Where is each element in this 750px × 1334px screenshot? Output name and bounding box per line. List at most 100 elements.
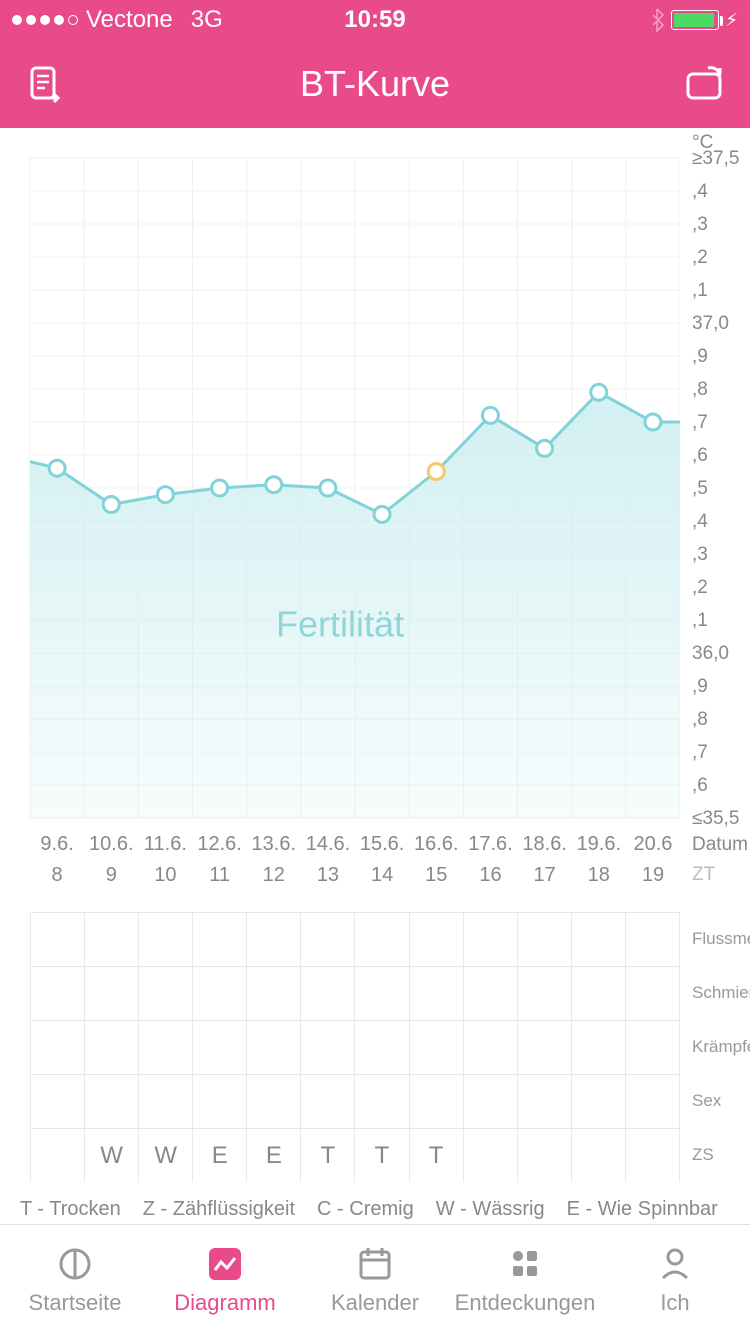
symptom-cell[interactable] — [355, 967, 409, 1020]
symptom-cell[interactable] — [464, 1021, 518, 1074]
symptom-cell[interactable] — [301, 913, 355, 966]
symptom-cell[interactable]: T — [410, 1129, 464, 1182]
symptom-cell[interactable]: T — [355, 1129, 409, 1182]
symptom-cell[interactable] — [139, 1021, 193, 1074]
date-column[interactable]: 11.6.10 — [138, 828, 192, 892]
date-column[interactable]: 15.6.14 — [355, 828, 409, 892]
y-tick-label: ,8 — [686, 709, 750, 731]
y-tick-label: ,5 — [686, 478, 750, 500]
bbt-chart[interactable]: °C ≥37,5,4,3,2,137,0,9,8,7,6,5,4,3,2,136… — [0, 128, 750, 828]
symptom-cell[interactable] — [30, 913, 85, 966]
date-column[interactable]: 18.6.17 — [518, 828, 572, 892]
symptom-cell[interactable] — [410, 1075, 464, 1128]
signal-dots — [12, 15, 78, 25]
symptom-cell[interactable] — [626, 1021, 680, 1074]
symptom-cell[interactable] — [193, 967, 247, 1020]
tab-icon — [655, 1244, 695, 1284]
symptom-cell[interactable] — [301, 967, 355, 1020]
symptom-cell[interactable] — [85, 967, 139, 1020]
symptom-cell[interactable] — [30, 967, 85, 1020]
symptom-cell[interactable] — [410, 913, 464, 966]
date-column[interactable]: 14.6.13 — [301, 828, 355, 892]
tab-diagramm[interactable]: Diagramm — [150, 1225, 300, 1334]
page-title: BT-Kurve — [300, 63, 450, 105]
bluetooth-icon — [651, 8, 665, 32]
date-column[interactable]: 12.6.11 — [193, 828, 247, 892]
symptom-cell[interactable] — [518, 967, 572, 1020]
symptom-cell[interactable] — [301, 1075, 355, 1128]
date-column[interactable]: 10.6.9 — [84, 828, 138, 892]
symptom-cell[interactable] — [247, 913, 301, 966]
symptom-cell[interactable] — [464, 1075, 518, 1128]
symptom-cell[interactable] — [518, 1021, 572, 1074]
symptom-cell[interactable]: T — [301, 1129, 355, 1182]
symptom-cell[interactable] — [626, 913, 680, 966]
symptom-cell[interactable] — [410, 967, 464, 1020]
y-tick-label: ,7 — [686, 742, 750, 764]
symptom-cell[interactable] — [410, 1021, 464, 1074]
symptom-row-label: Sex — [686, 1074, 750, 1128]
symptom-cell[interactable] — [193, 913, 247, 966]
tab-bar: Startseite Diagramm KalenderEntdeckungenIc… — [0, 1224, 750, 1334]
symptom-cell[interactable] — [85, 913, 139, 966]
symptom-cell[interactable] — [572, 1129, 626, 1182]
symptom-cell[interactable] — [518, 913, 572, 966]
date-column[interactable]: 19.6.18 — [572, 828, 626, 892]
symptom-cell[interactable] — [247, 1021, 301, 1074]
symptom-cell[interactable]: W — [139, 1129, 193, 1182]
symptom-cell[interactable] — [626, 1129, 680, 1182]
date-column[interactable]: 17.6.16 — [463, 828, 517, 892]
symptom-row — [30, 1074, 680, 1128]
symptom-cell[interactable] — [247, 1075, 301, 1128]
chart-canvas: Fertilität — [0, 128, 680, 828]
tab-kalender[interactable]: Kalender — [300, 1225, 450, 1334]
tab-label: Diagramm — [174, 1290, 275, 1316]
symptom-row-label: ZS — [686, 1128, 750, 1182]
symptom-cell[interactable]: W — [85, 1129, 139, 1182]
y-tick-label: ,6 — [686, 445, 750, 467]
symptom-cell[interactable] — [30, 1075, 85, 1128]
symptom-cell[interactable] — [139, 1075, 193, 1128]
symptom-cell[interactable] — [626, 967, 680, 1020]
symptom-cell[interactable] — [572, 1075, 626, 1128]
symptom-cell[interactable] — [572, 913, 626, 966]
tab-icon — [55, 1244, 95, 1284]
legend-item: W - Wässrig — [436, 1198, 545, 1221]
symptom-cell[interactable] — [464, 913, 518, 966]
rotate-icon[interactable] — [682, 62, 726, 106]
symptom-cell[interactable] — [193, 1021, 247, 1074]
symptom-cell[interactable] — [572, 967, 626, 1020]
symptom-cell[interactable] — [85, 1021, 139, 1074]
y-tick-label: ,9 — [686, 346, 750, 368]
symptom-cell[interactable]: E — [247, 1129, 301, 1182]
symptom-cell[interactable] — [247, 967, 301, 1020]
symptom-cell[interactable] — [193, 1075, 247, 1128]
status-bar: Vectone 3G 10:59 ⚡︎ — [0, 0, 750, 40]
date-column[interactable]: 9.6.8 — [30, 828, 84, 892]
symptom-cell[interactable] — [572, 1021, 626, 1074]
symptom-cell[interactable] — [139, 967, 193, 1020]
y-tick-label: ,4 — [686, 511, 750, 533]
date-column[interactable]: 13.6.12 — [247, 828, 301, 892]
symptom-cell[interactable] — [464, 1129, 518, 1182]
symptom-cell[interactable] — [355, 1075, 409, 1128]
symptom-cell[interactable] — [30, 1129, 85, 1182]
symptom-cell[interactable] — [464, 967, 518, 1020]
date-column[interactable]: 20.619 — [626, 828, 680, 892]
symptom-cell[interactable] — [355, 1021, 409, 1074]
symptom-cell[interactable] — [355, 913, 409, 966]
export-icon[interactable] — [24, 62, 68, 106]
symptom-cell[interactable] — [301, 1021, 355, 1074]
symptom-cell[interactable]: E — [193, 1129, 247, 1182]
date-column[interactable]: 16.6.15 — [409, 828, 463, 892]
tab-startseite[interactable]: Startseite — [0, 1225, 150, 1334]
y-tick-label: ,1 — [686, 610, 750, 632]
symptom-cell[interactable] — [85, 1075, 139, 1128]
symptom-cell[interactable] — [626, 1075, 680, 1128]
symptom-cell[interactable] — [518, 1075, 572, 1128]
symptom-cell[interactable] — [30, 1021, 85, 1074]
symptom-cell[interactable] — [518, 1129, 572, 1182]
symptom-cell[interactable] — [139, 913, 193, 966]
tab-ich[interactable]: Ich — [600, 1225, 750, 1334]
tab-entdeckungen[interactable]: Entdeckungen — [450, 1225, 600, 1334]
